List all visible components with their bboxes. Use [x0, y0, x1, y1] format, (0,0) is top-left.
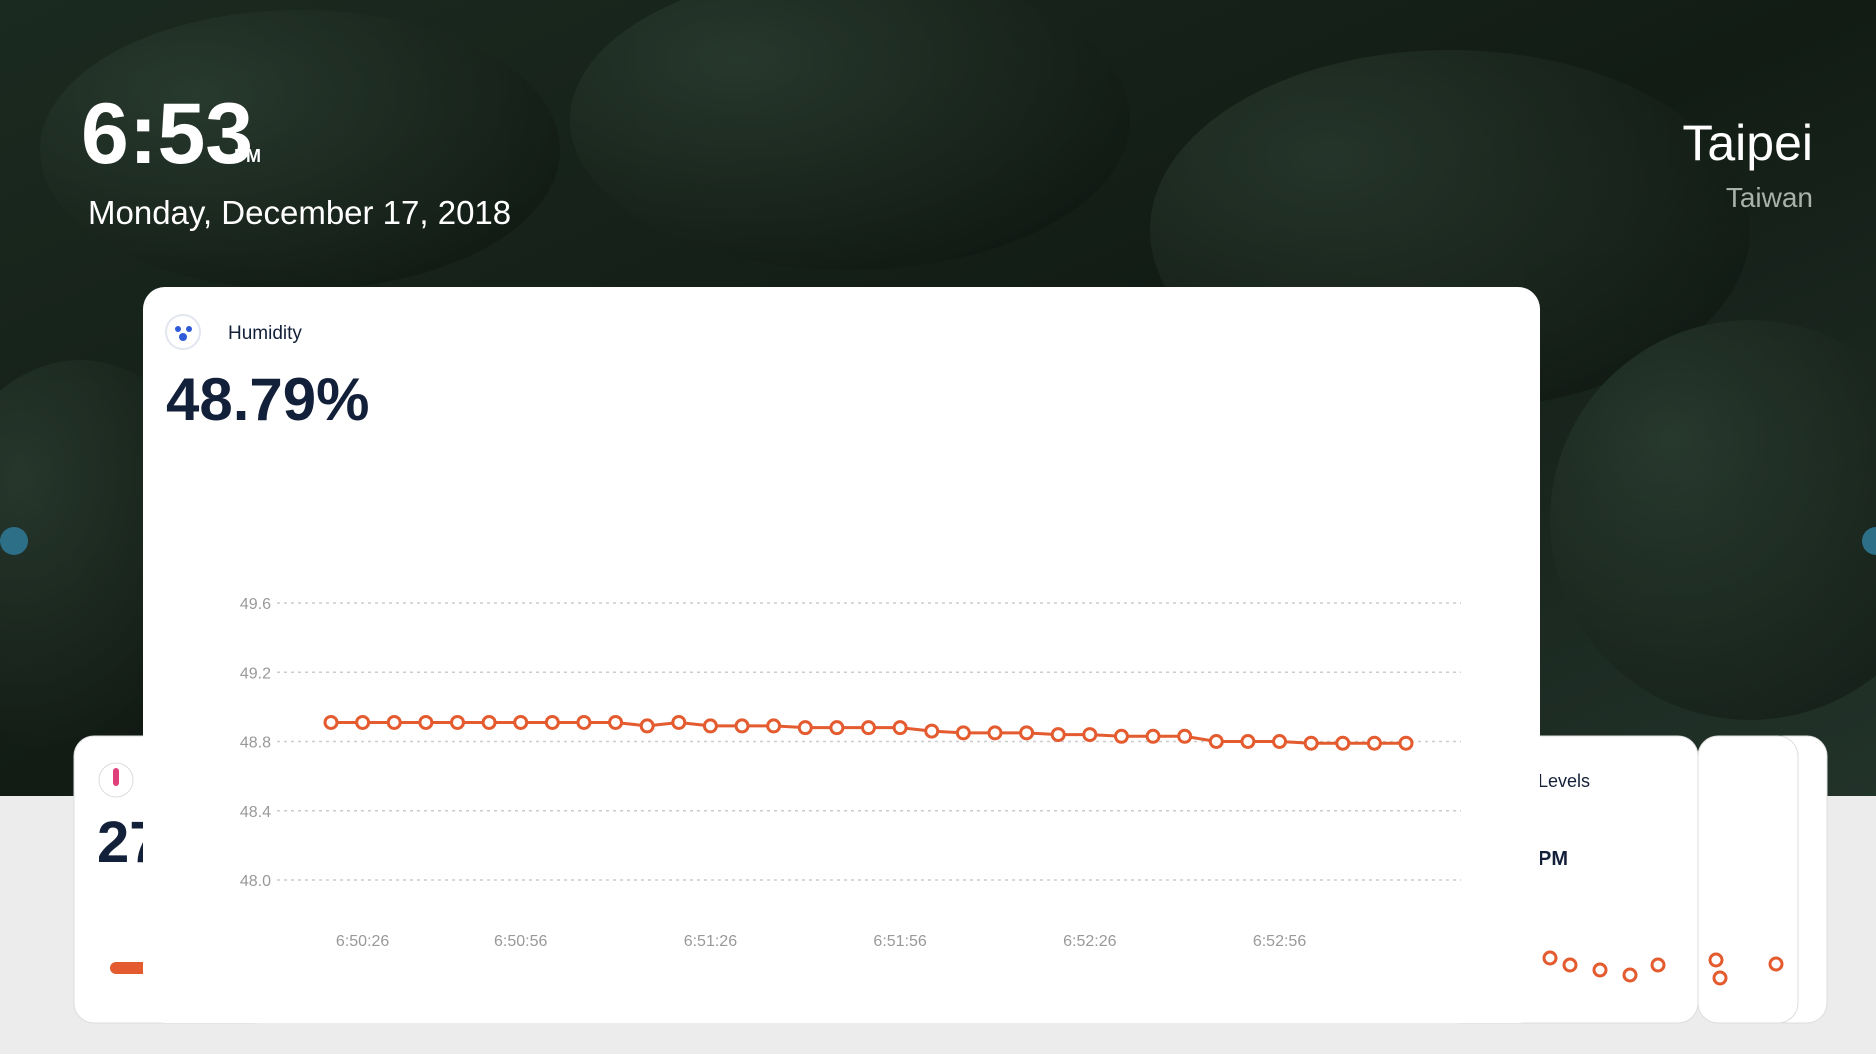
y-tick-label: 48.0	[240, 873, 271, 890]
point	[578, 716, 590, 728]
humidity-icon	[175, 326, 181, 332]
point	[1210, 736, 1222, 748]
point	[1368, 737, 1380, 749]
point	[704, 720, 716, 732]
point	[388, 716, 400, 728]
point	[515, 716, 527, 728]
point	[357, 716, 369, 728]
x-tick-label: 6:50:56	[494, 933, 547, 950]
point	[1021, 727, 1033, 739]
humidity-icon	[179, 333, 187, 341]
point	[451, 716, 463, 728]
point	[420, 716, 432, 728]
card-title: Humidity	[228, 323, 302, 344]
y-tick-label: 49.2	[240, 665, 271, 682]
point	[1147, 730, 1159, 742]
point	[1305, 737, 1317, 749]
clock-meridiem: PM	[234, 146, 261, 166]
humidity-icon	[166, 315, 200, 349]
point	[546, 716, 558, 728]
point	[1337, 737, 1349, 749]
point	[926, 725, 938, 737]
x-tick-label: 6:51:56	[873, 933, 926, 950]
point	[673, 716, 685, 728]
point	[957, 727, 969, 739]
point	[325, 716, 337, 728]
screen: 6:53 PM Monday, December 17, 2018 Taipei…	[0, 0, 1876, 1054]
point	[894, 722, 906, 734]
clock-time: 6:53	[81, 86, 253, 182]
point	[483, 716, 495, 728]
point	[736, 720, 748, 732]
back-card-title: Levels	[1538, 771, 1590, 791]
x-tick-label: 6:50:26	[336, 933, 389, 950]
y-tick-label: 48.8	[240, 735, 271, 752]
x-tick-label: 6:52:26	[1063, 933, 1116, 950]
point	[799, 722, 811, 734]
x-tick-label: 6:52:56	[1253, 933, 1306, 950]
nav-dot-left[interactable]	[0, 527, 28, 555]
x-tick-label: 6:51:26	[684, 933, 737, 950]
humidity-icon	[186, 326, 192, 332]
point	[1242, 736, 1254, 748]
date: Monday, December 17, 2018	[88, 194, 511, 231]
point	[1084, 729, 1096, 741]
page: {"header": {"time": "6:53", "meridiem": …	[0, 0, 1876, 1054]
city: Taipei	[1682, 115, 1813, 171]
back-card-value: PM	[1538, 848, 1568, 870]
point	[863, 722, 875, 734]
point	[768, 720, 780, 732]
point	[831, 722, 843, 734]
point	[1052, 729, 1064, 741]
country: Taiwan	[1726, 182, 1813, 213]
point	[1274, 736, 1286, 748]
point	[1179, 730, 1191, 742]
y-tick-label: 49.6	[240, 596, 271, 613]
point	[989, 727, 1001, 739]
point	[1400, 737, 1412, 749]
point	[641, 720, 653, 732]
thermometer-icon	[113, 768, 119, 786]
point	[610, 716, 622, 728]
point	[1115, 730, 1127, 742]
card-value: 48.79%	[166, 366, 370, 433]
y-tick-label: 48.4	[240, 804, 271, 821]
